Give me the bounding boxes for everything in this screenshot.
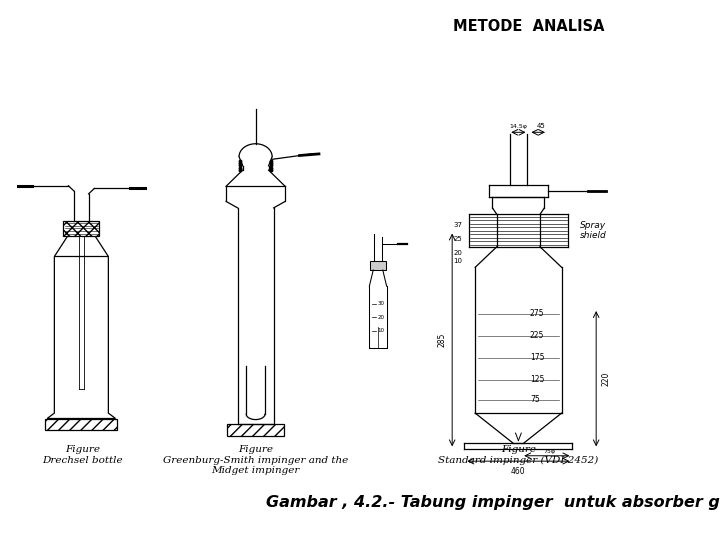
Text: 225: 225 [530, 332, 544, 340]
Bar [45, 418, 117, 430]
Text: 220: 220 [601, 372, 610, 386]
Text: 20: 20 [454, 250, 462, 256]
Text: 20: 20 [377, 315, 384, 320]
Text: 275: 275 [530, 309, 544, 319]
Text: 37: 37 [454, 222, 462, 228]
Text: 75: 75 [530, 395, 540, 404]
Text: Figure
Greenburg-Smith impinger and the
Midget impinger: Figure Greenburg-Smith impinger and the … [163, 446, 348, 475]
Text: 175: 175 [530, 353, 544, 362]
Text: 30: 30 [377, 301, 384, 306]
Text: 10: 10 [377, 328, 384, 333]
Text: Figure
Drechsel bottle: Figure Drechsel bottle [42, 446, 123, 465]
Bar [227, 424, 284, 436]
Text: METODE  ANALISA: METODE ANALISA [454, 19, 605, 34]
Text: 125: 125 [530, 375, 544, 384]
Text: 75φ: 75φ [543, 449, 555, 454]
Text: Figure
Standard impinger (VDI 2452): Figure Standard impinger (VDI 2452) [438, 446, 598, 465]
Text: Spray
shield: Spray shield [580, 221, 606, 240]
Text: 45: 45 [536, 123, 546, 129]
Text: Gambar , 4.2.- Tabung impinger  untuk absorber gas pencemar: Gambar , 4.2.- Tabung impinger untuk abs… [266, 495, 720, 510]
Bar [63, 221, 99, 236]
Text: 14.5φ: 14.5φ [510, 124, 527, 129]
Text: 285: 285 [438, 333, 446, 347]
Bar [370, 261, 386, 270]
Text: 460: 460 [511, 467, 526, 476]
Text: 25: 25 [454, 235, 462, 242]
Text: 10: 10 [454, 258, 462, 264]
